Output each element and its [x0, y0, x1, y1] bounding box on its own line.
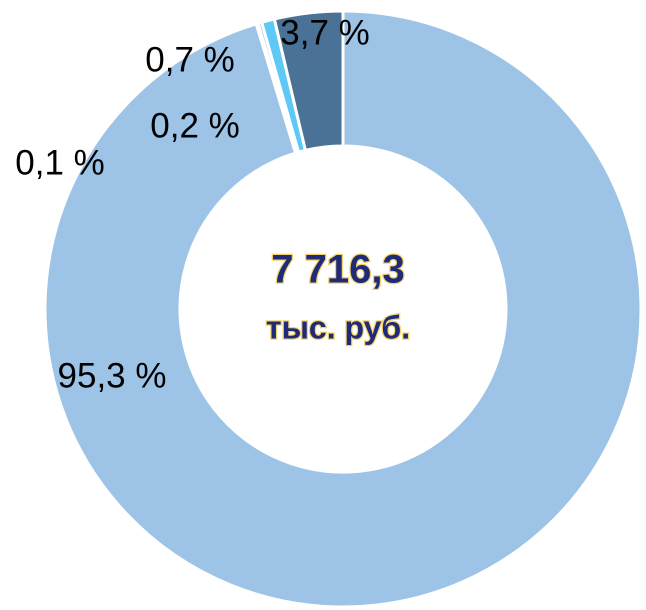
- data-label: 0,1 %: [15, 143, 105, 182]
- center-unit: тыс. руб.: [266, 309, 410, 345]
- slice: [272, 9, 345, 153]
- data-label: 0,7 %: [145, 40, 235, 79]
- data-label: 0,2 %: [150, 106, 240, 145]
- slices: [43, 9, 643, 609]
- slice: [43, 9, 643, 609]
- data-label: 95,3 %: [58, 356, 167, 395]
- center-value: 7 716,3: [271, 248, 404, 292]
- data-label: 3,7 %: [280, 13, 370, 52]
